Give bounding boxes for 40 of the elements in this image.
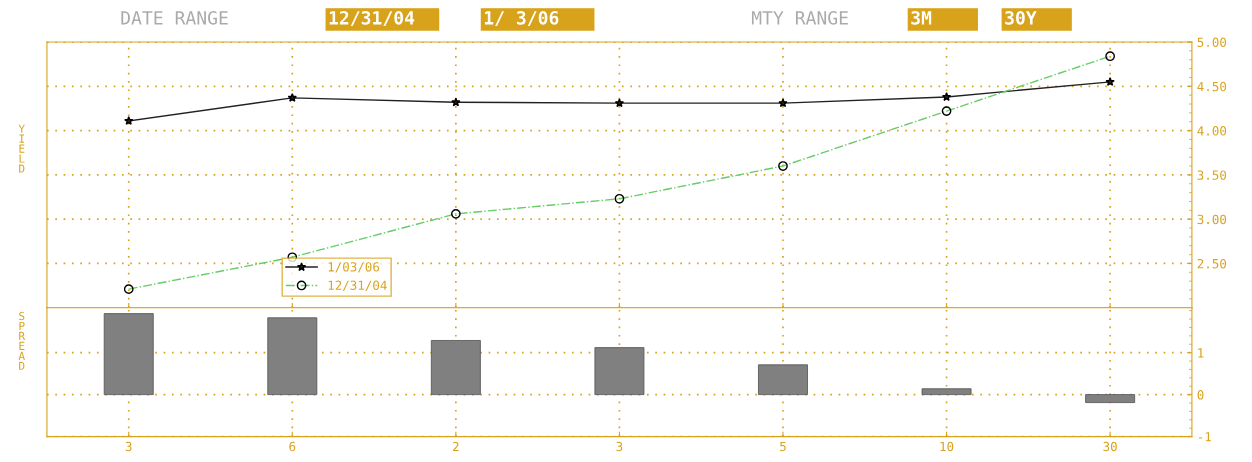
y-axis-title: SPREAD [18,311,26,370]
bar [430,340,481,396]
x-tick-label: 30 [1103,441,1117,452]
point [1105,77,1115,86]
bar [1085,394,1136,404]
legend-label: 12/31/04 [328,280,387,291]
bar [594,347,645,396]
point [451,97,461,107]
text: MTY RANGE [751,11,848,25]
y-axis-title: YIELD [18,124,25,173]
x-tick-label: 6 [289,441,296,452]
y-tick-label: 4.00 [1197,126,1227,136]
point [614,98,625,108]
x-tick-label: 3 [616,441,623,452]
y-tick-label: 1 [1198,348,1204,358]
bar [267,317,318,396]
legend-label: 1/03/06 [328,262,380,273]
bar [103,313,154,396]
text: DATE RANGE [121,11,228,25]
text: 12/31/04 [329,10,415,27]
text: 3M [911,10,932,25]
y-tick-label: 5.00 [1197,37,1227,47]
y-tick-label: 0 [1197,390,1204,400]
point [124,116,134,125]
text: 30Y [1005,10,1037,25]
point [941,92,952,102]
bar [758,364,808,396]
y-tick-label: 2.50 [1197,258,1227,269]
y-tick-label: 3.00 [1197,214,1227,225]
text: 1/ 3/06 [484,10,559,27]
y-tick-label: 4.50 [1197,81,1227,92]
y-tick-label: 3.50 [1197,170,1227,180]
point [287,92,297,102]
y-tick-label: -1 [1198,432,1211,442]
x-tick-label: 5 [780,441,786,452]
point [778,98,788,108]
x-tick-label: 2 [453,441,459,452]
x-tick-label: 3 [125,441,132,452]
bar [921,388,972,396]
x-tick-label: 10 [940,441,954,452]
